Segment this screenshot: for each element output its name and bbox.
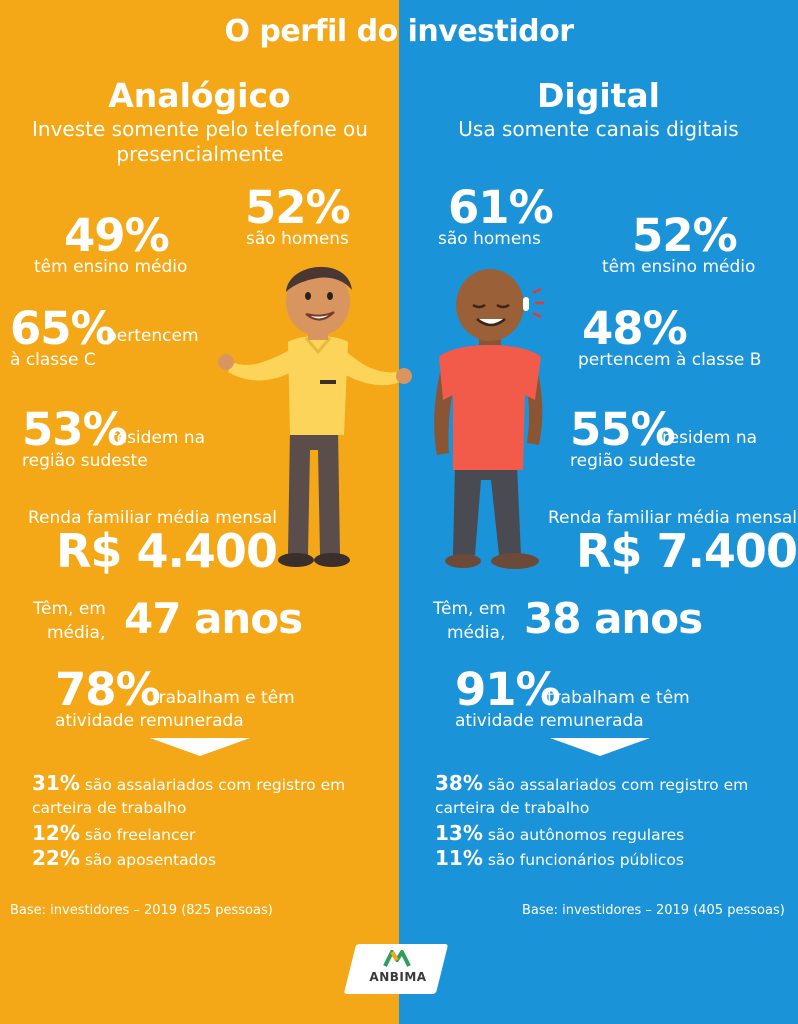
right-class-label: pertencem à classe B	[578, 350, 762, 370]
left-class-label-b: à classe C	[10, 350, 96, 370]
left-income-value: R$ 4.400	[56, 524, 278, 578]
right-work-label-a: trabalham e têm	[547, 688, 690, 708]
right-income-value: R$ 7.400	[576, 524, 798, 578]
left-men-label: são homens	[246, 229, 349, 249]
right-edu-pct: 52%	[632, 209, 738, 262]
left-class-pct: 65%	[10, 302, 116, 355]
right-heading: Digital	[537, 76, 660, 115]
left-base-note: Base: investidores – 2019 (825 pessoas)	[10, 903, 273, 918]
right-age-label-b: média,	[447, 623, 506, 643]
right-region-pct: 55%	[570, 403, 676, 456]
left-work-label-a: trabalham e têm	[152, 688, 295, 708]
left-class-label-a: pertencem	[106, 326, 199, 346]
right-breakdown-item-cont: carteira de trabalho	[435, 799, 590, 817]
right-work-label-b: atividade remunerada	[455, 711, 644, 731]
left-age-value: 47 anos	[124, 594, 303, 643]
right-men-label: são homens	[438, 229, 541, 249]
left-subtitle: Investe somente pelo telefone ou presenc…	[32, 117, 368, 166]
left-age-label-a: Têm, em	[33, 599, 106, 619]
right-breakdown-item: 11% são funcionários públicos	[435, 846, 684, 870]
right-breakdown-item: 13% são autônomos regulares	[435, 821, 685, 845]
left-arrow-down-icon	[150, 738, 250, 756]
left-breakdown-item: 12% são freelancer	[32, 821, 196, 845]
page-title: O perfil do investidor	[224, 14, 574, 49]
right-breakdown-item: 38% são assalariados com registro em	[435, 771, 749, 795]
left-region-label-a: residem na	[110, 428, 206, 448]
left-work-pct: 78%	[55, 663, 161, 716]
digital-investor-illustration	[434, 269, 544, 569]
left-edu-pct: 49%	[64, 209, 170, 262]
right-age-label-a: Têm, em	[433, 599, 506, 619]
right-work-pct: 91%	[455, 663, 561, 716]
left-edu-label: têm ensino médio	[34, 257, 188, 277]
anbima-m-logo-icon	[383, 950, 411, 967]
right-region-label-b: região sudeste	[570, 451, 696, 471]
left-age-label-b: média,	[47, 623, 106, 643]
left-breakdown-item: 31% são assalariados com registro em	[32, 771, 346, 795]
left-breakdown-item: 22% são aposentados	[32, 846, 217, 870]
analog-investor-illustration	[218, 266, 412, 567]
logo-text: ANBIMA	[369, 970, 427, 984]
left-work-label-b: atividade remunerada	[55, 711, 244, 731]
left-region-label-b: região sudeste	[22, 451, 148, 471]
right-age-value: 38 anos	[524, 594, 703, 643]
right-arrow-down-icon	[550, 738, 650, 756]
left-breakdown-item-cont: carteira de trabalho	[32, 799, 187, 817]
right-region-label-a: residem na	[662, 428, 758, 448]
left-income-label: Renda familiar média mensal	[28, 508, 277, 528]
right-class-pct: 48%	[582, 302, 688, 355]
left-men-pct: 52%	[245, 181, 351, 234]
left-region-pct: 53%	[22, 403, 128, 456]
left-heading: Analógico	[108, 76, 291, 115]
right-men-pct: 61%	[448, 181, 554, 234]
right-base-note: Base: investidores – 2019 (405 pessoas)	[522, 903, 785, 918]
right-income-label: Renda familiar média mensal	[548, 508, 797, 528]
right-edu-label: têm ensino médio	[602, 257, 756, 277]
right-subtitle: Usa somente canais digitais	[458, 117, 739, 141]
